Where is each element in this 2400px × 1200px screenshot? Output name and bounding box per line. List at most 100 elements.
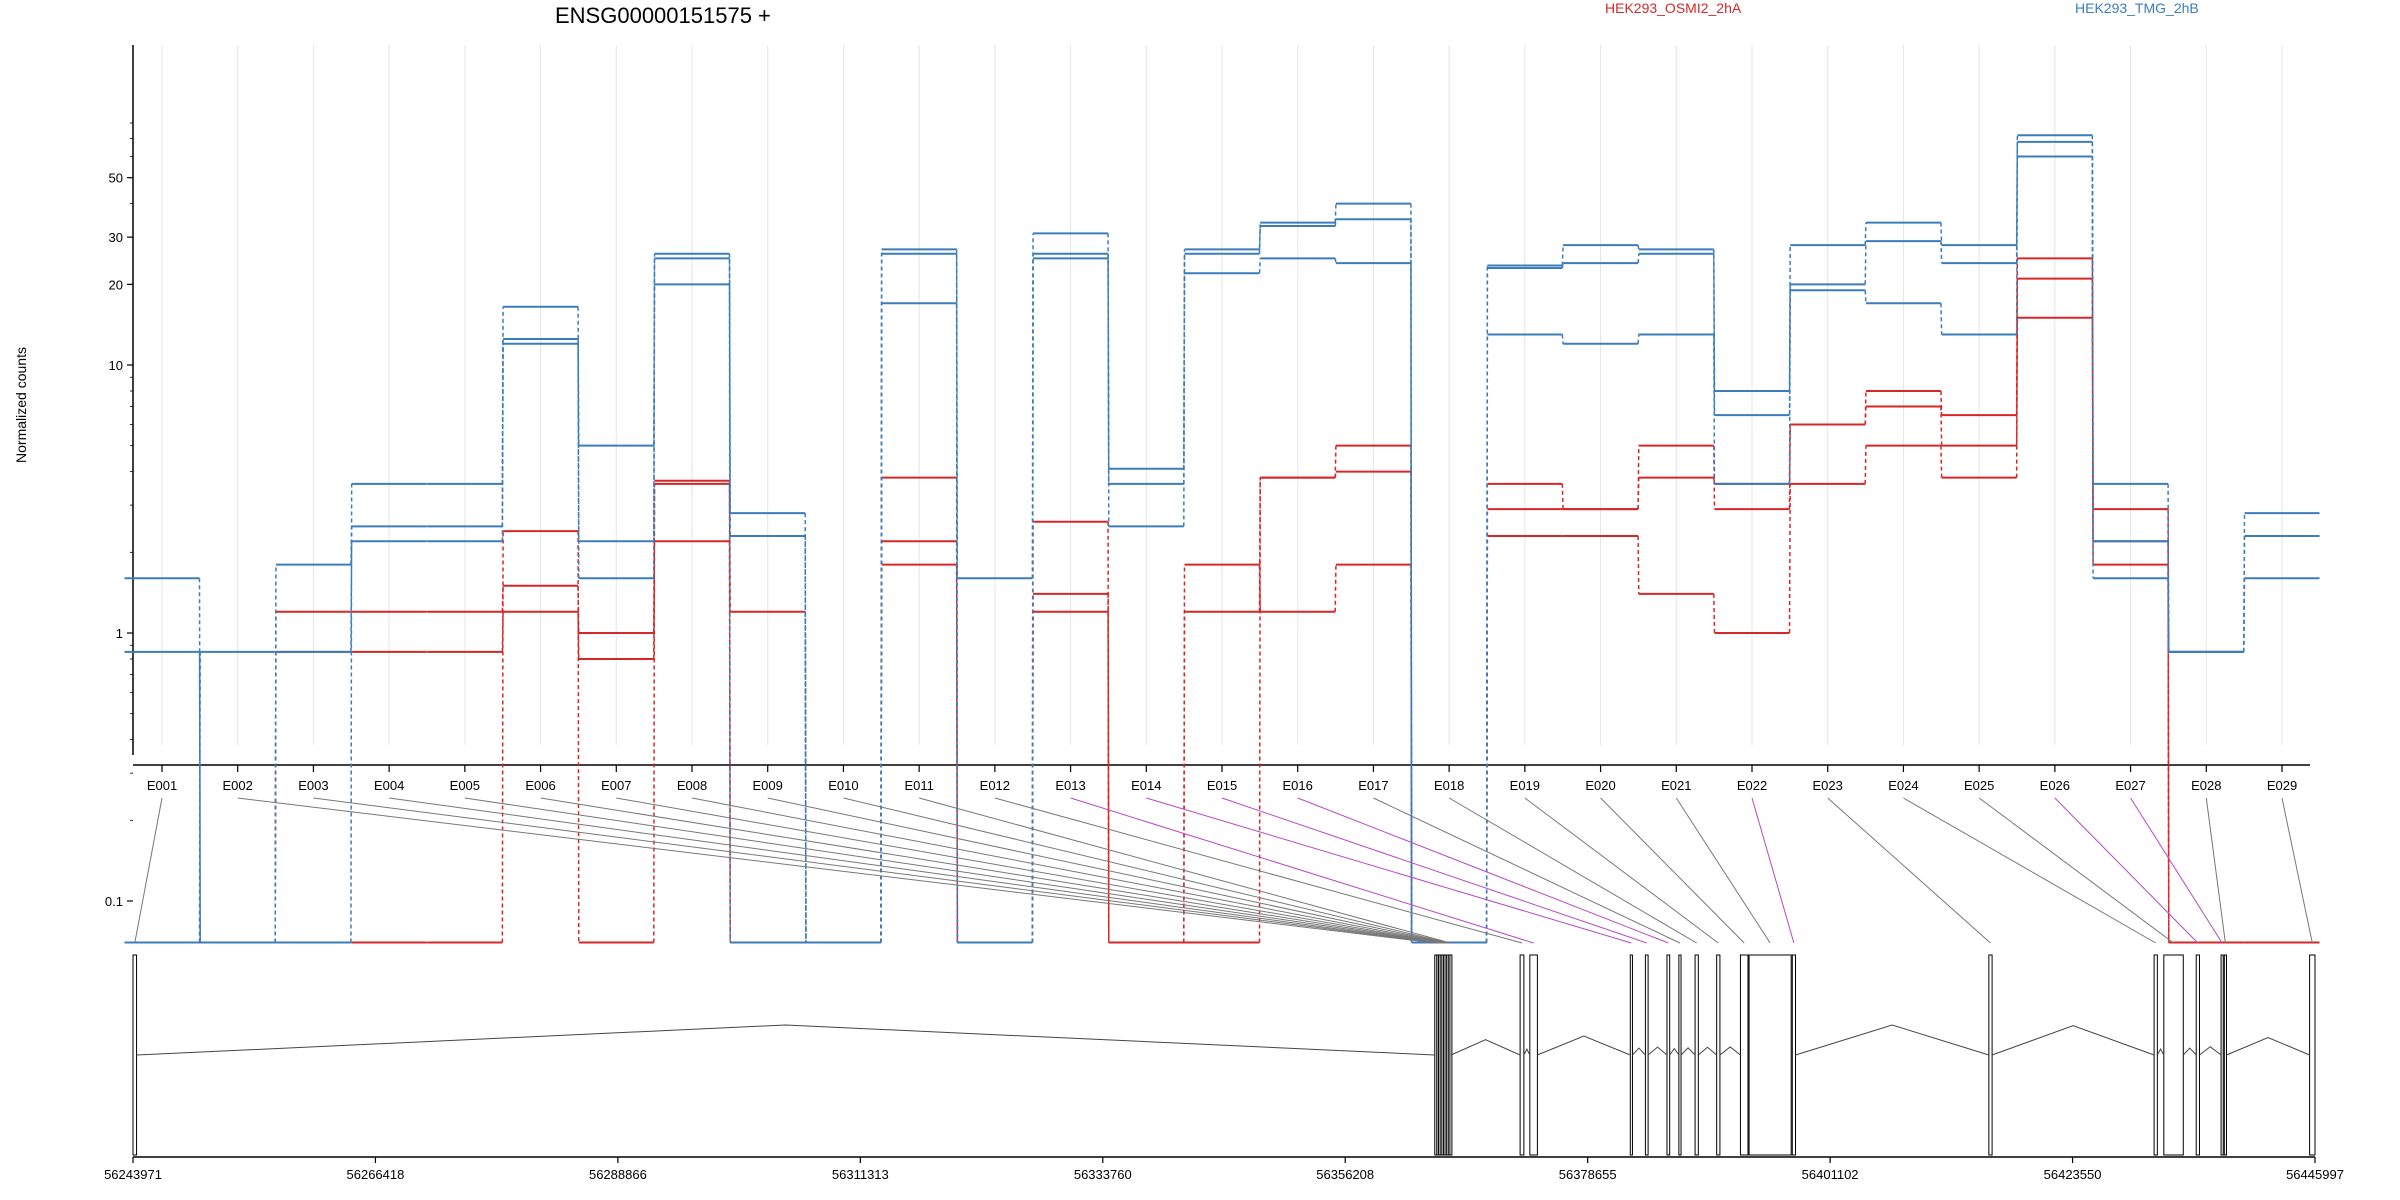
x-tick-label: E029 (2267, 778, 2297, 793)
series-transition (1864, 290, 1867, 304)
intron-line (2156, 1047, 2165, 1056)
series-transition (1561, 245, 1564, 266)
x-tick-label: E028 (2191, 778, 2221, 793)
series-transition (1864, 241, 1867, 285)
series-transition (1031, 253, 1034, 943)
series-transition (1864, 390, 1867, 425)
series-transition (880, 303, 883, 943)
x-tick-label: E021 (1661, 778, 1691, 793)
exon-connector (1146, 797, 1632, 944)
intron-line (1697, 1046, 1718, 1056)
x-tick-label: E025 (1964, 778, 1994, 793)
genomic-tick-label: 56333760 (1074, 1167, 1132, 1182)
intron-line (1680, 1047, 1696, 1056)
x-tick-label: E001 (147, 778, 177, 793)
x-tick-label: E020 (1585, 778, 1615, 793)
intron-line (1719, 1046, 1741, 1056)
series-transition (1334, 445, 1337, 478)
series-transition (1637, 334, 1640, 344)
exon-box (132, 954, 138, 1156)
exon-connector (1221, 797, 1647, 944)
series-transition (1258, 226, 1261, 254)
series-transition (804, 513, 807, 943)
exon-connectors (134, 797, 2313, 944)
genomic-tick-label: 56356208 (1316, 1167, 1374, 1182)
x-tick-label: E013 (1055, 778, 1085, 793)
series-transition (1183, 249, 1186, 469)
x-tick-label: E010 (828, 778, 858, 793)
exon-connector (1827, 797, 1991, 944)
intron-line (1537, 1035, 1631, 1056)
genomic-tick-label: 56266418 (347, 1167, 405, 1182)
series-transition (577, 306, 580, 446)
series-transition (350, 541, 353, 652)
x-tick-label: E012 (980, 778, 1010, 793)
intron-line (136, 1024, 1435, 1056)
exon-connector (134, 797, 163, 944)
exon-connector (1978, 797, 2174, 944)
series-transition (1107, 521, 1110, 943)
exon-connector (616, 797, 1445, 944)
series-transition (1258, 477, 1261, 943)
intron-line (1523, 1047, 1531, 1056)
intron-line (1632, 1047, 1646, 1056)
x-tick-label: E015 (1207, 778, 1237, 793)
series (124, 134, 2320, 944)
series-transition (1107, 233, 1110, 469)
exon-box (1519, 954, 1525, 1156)
exon-connector (313, 797, 1438, 944)
series-transition (1637, 536, 1640, 594)
series-transition (1713, 477, 1716, 484)
exon-connector (2054, 797, 2199, 944)
intron-line (2182, 1047, 2197, 1056)
exon-box (2195, 954, 2200, 1156)
series-transition (1258, 222, 1261, 250)
gene-model: 56243971 56266418 56288866 56311313 56333760… (104, 954, 2344, 1182)
series-transition (1940, 445, 1943, 478)
exon-connector (237, 797, 1436, 944)
series-transition (2015, 141, 2019, 264)
exon-connector (2130, 797, 2223, 944)
series-transition (1713, 249, 1716, 391)
series-transition (1334, 258, 1337, 264)
series-transition (1864, 222, 1867, 246)
series-transition (1788, 284, 1791, 416)
series-transition (728, 253, 731, 514)
exon-connector (1070, 797, 1534, 944)
exon-box (1629, 954, 1633, 1156)
y-axis-title: Normalized counts (13, 347, 29, 463)
x-tick-label: E016 (1283, 778, 1313, 793)
vertical-grid (161, 45, 2283, 745)
series-transition (501, 531, 504, 943)
y-tick-label: 1 (116, 626, 123, 641)
exon-connector (2205, 797, 2226, 944)
series-transition (1485, 265, 1489, 943)
series-transition (1788, 483, 1791, 634)
series-transition (955, 249, 959, 579)
exon-connector (389, 797, 1440, 944)
intron-line (1450, 1039, 1521, 1056)
series-transition (1713, 593, 1716, 634)
exon-connector (1297, 797, 1669, 944)
x-tick-label: E005 (450, 778, 480, 793)
genomic-tick-label: 56288866 (589, 1167, 647, 1182)
series-transition (1561, 483, 1564, 510)
exon-box (1644, 954, 1649, 1156)
exon-box (2220, 954, 2224, 1156)
exon-connector (994, 797, 1523, 944)
series-transition (880, 249, 883, 943)
x-tick-label: E002 (223, 778, 253, 793)
legend-label-osmi: HEK293_OSMI2_2hA (1605, 0, 1742, 16)
exon-box (1666, 954, 1671, 1156)
x-tick-label: E007 (601, 778, 631, 793)
exon-box (2309, 954, 2316, 1156)
series-transition (653, 253, 656, 446)
series-transition (2015, 135, 2019, 246)
exon-box (1791, 954, 1797, 1156)
exon-box (1748, 954, 1792, 1156)
y-tick-label: 0.1 (105, 894, 123, 909)
exon-box (1988, 954, 1993, 1156)
series-transition (198, 578, 201, 943)
genomic-tick-label: 56243971 (104, 1167, 162, 1182)
x-tick-label: E014 (1131, 778, 1161, 793)
